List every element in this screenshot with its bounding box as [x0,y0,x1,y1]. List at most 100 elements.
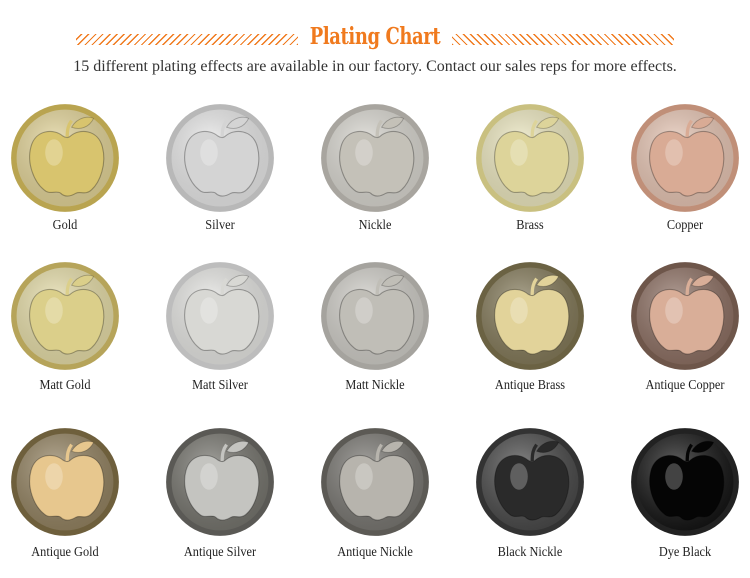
apple-icon [649,288,725,355]
apple-leaf-icon [70,274,95,287]
apple-leaf-icon [380,440,405,453]
coin-black-nickle [475,427,585,537]
coin-matt-silver [165,261,275,371]
apple-highlight [355,297,373,324]
apple-leaf-icon [380,116,405,129]
apple-highlight [200,139,218,166]
apple-highlight [45,297,63,324]
apple-leaf-icon [690,440,715,453]
plating-label: Antique Gold [31,545,99,560]
coin-dye-black [630,427,740,537]
apple-coin-graphic [166,104,274,212]
apple-stem [685,277,693,296]
apple-icon [494,288,570,355]
apple-leaf-icon [380,274,405,287]
coin-gold [10,103,120,213]
plating-label: Antique Nickle [337,545,413,560]
plating-label: Antique Silver [183,545,257,560]
apple-icon [649,130,725,197]
apple-coin-graphic [321,104,429,212]
page-title: Plating Chart [309,23,441,50]
apple-stem [685,443,693,462]
apple-coin-graphic [631,428,739,536]
apple-coin-graphic [11,262,119,370]
apple-stem [65,119,73,138]
apple-stem [375,277,383,296]
apple-stem [65,277,73,296]
apple-leaf-icon [690,116,715,129]
apple-stem [530,443,538,462]
apple-coin-graphic [476,104,584,212]
apple-highlight [510,139,528,166]
apple-coin-graphic [11,104,119,212]
apple-stem [530,277,538,296]
apple-icon [29,454,105,521]
plating-label: Antique Copper [645,378,725,393]
plating-label: Black Nickle [497,545,563,560]
apple-icon [649,454,725,521]
apple-coin-graphic [476,262,584,370]
plating-label: Matt Nickle [345,378,405,393]
apple-icon [339,454,415,521]
apple-coin-graphic [321,262,429,370]
apple-highlight [355,463,373,490]
apple-highlight [200,463,218,490]
apple-highlight [510,463,528,490]
apple-stem [65,443,73,462]
apple-coin-graphic [11,428,119,536]
apple-icon [339,288,415,355]
apple-icon [29,130,105,197]
plating-label: Brass [516,218,544,233]
apple-coin-graphic [321,428,429,536]
apple-coin-graphic [631,262,739,370]
apple-coin-graphic [166,262,274,370]
apple-highlight [45,463,63,490]
apple-highlight [200,297,218,324]
apple-icon [339,130,415,197]
coin-antique-copper [630,261,740,371]
apple-coin-graphic [476,428,584,536]
apple-highlight [665,139,683,166]
coin-antique-silver [165,427,275,537]
title-row: Plating Chart [0,22,750,56]
coin-nickle [320,103,430,213]
apple-icon [494,130,570,197]
apple-highlight [355,139,373,166]
apple-leaf-icon [70,116,95,129]
apple-highlight [665,297,683,324]
apple-leaf-icon [225,274,250,287]
decorative-hatch-left [76,34,298,45]
plating-label: Silver [205,218,235,233]
decorative-hatch-right [452,34,674,45]
plating-label: Matt Silver [192,378,248,393]
apple-leaf-icon [690,274,715,287]
apple-icon [29,288,105,355]
apple-stem [375,119,383,138]
apple-coin-graphic [631,104,739,212]
apple-highlight [510,297,528,324]
coin-matt-nickle [320,261,430,371]
plating-label: Nickle [358,218,392,233]
apple-stem [375,443,383,462]
coin-antique-brass [475,261,585,371]
apple-icon [184,130,260,197]
apple-coin-graphic [166,428,274,536]
coin-antique-gold [10,427,120,537]
apple-highlight [45,139,63,166]
apple-highlight [665,463,683,490]
coin-brass [475,103,585,213]
apple-stem [220,277,228,296]
plating-label: Copper [666,218,704,233]
apple-leaf-icon [535,440,560,453]
page-subtitle: 15 different plating effects are availab… [73,58,677,75]
plating-label: Dye Black [658,545,712,560]
plating-label: Antique Brass [494,378,566,393]
apple-stem [220,443,228,462]
apple-stem [530,119,538,138]
apple-leaf-icon [225,440,250,453]
apple-stem [220,119,228,138]
apple-leaf-icon [70,440,95,453]
apple-leaf-icon [225,116,250,129]
apple-icon [184,288,260,355]
apple-stem [685,119,693,138]
